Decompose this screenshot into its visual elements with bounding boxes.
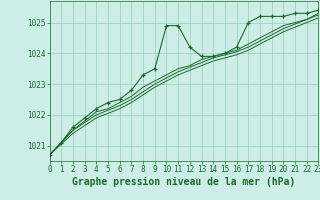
X-axis label: Graphe pression niveau de la mer (hPa): Graphe pression niveau de la mer (hPa) [72,177,296,187]
